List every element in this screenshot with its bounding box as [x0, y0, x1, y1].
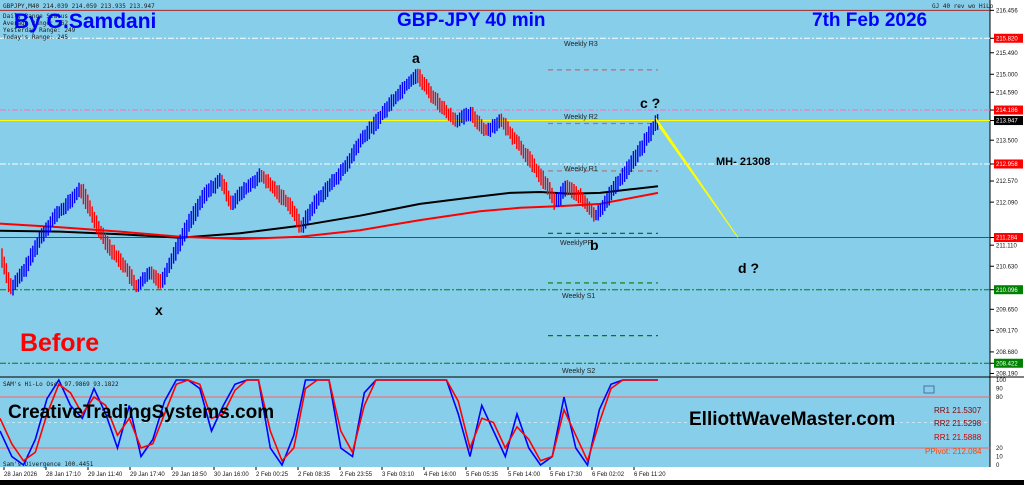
time-tick-label-2: 29 Jan 11:40	[88, 472, 123, 478]
price-badge-text-11: 211.284	[996, 236, 1018, 242]
oscillator-label: SAM's Hi-Lo Osc. 97.9869 93.1822	[3, 381, 119, 388]
oscillator-series-1	[0, 379, 658, 464]
price-badge-text-5: 214.186	[996, 108, 1018, 114]
time-tick-label-0: 28 Jan 2026	[4, 472, 38, 478]
indicator-tag: GJ 40 rev wo HiLo	[932, 3, 994, 10]
author-title: By G.Samdani	[14, 10, 156, 33]
mh-label: MH- 21308	[716, 156, 770, 168]
time-axis-ticks: 28 Jan 2026 28 Jan 17:10 29 Jan 11:40 29 Ja…	[3, 467, 666, 478]
time-tick-label-1: 28 Jan 17:10	[46, 472, 81, 478]
moving-average-line-0	[0, 185, 659, 239]
osc-tick-label-3: 20	[996, 446, 1003, 452]
osc-tick-label-5: 0	[996, 463, 1000, 469]
chart-title: GBP-JPY 40 min	[397, 10, 546, 31]
legend-icon	[923, 385, 935, 394]
time-tick-label-11: 5 Feb 05:35	[466, 472, 499, 478]
time-tick-label-4: 29 Jan 18:50	[172, 472, 207, 478]
price-tick-label-19: 208.190	[996, 372, 1018, 378]
time-tick-label-13: 5 Feb 17:30	[550, 472, 583, 478]
price-tick-label-2: 215.490	[996, 51, 1018, 57]
pivot-label-r3: Weekly R3	[564, 41, 598, 48]
time-axis-background	[0, 467, 990, 480]
price-badge-11	[994, 233, 1023, 243]
date-title: 7th Feb 2026	[812, 10, 927, 31]
info-line-4: Today's Range: 245	[3, 34, 68, 41]
pivot-label-pp: WeeklyPP	[560, 240, 592, 247]
price-badge-text-6: 213.947	[996, 119, 1018, 125]
info-line-1: Daily Range Status	[3, 13, 68, 20]
price-badge-8	[994, 159, 1023, 169]
time-tick-label-15: 6 Feb 11:20	[634, 472, 666, 478]
time-tick-label-12: 5 Feb 14:00	[508, 472, 541, 478]
before-label: Before	[20, 329, 99, 357]
divergence-label: Sam's Divergence 100.4451	[3, 461, 94, 468]
osc-tick-label-1: 90	[996, 387, 1003, 393]
time-tick-label-8: 2 Feb 23:55	[340, 472, 373, 478]
time-tick-label-6: 2 Feb 00:25	[256, 472, 289, 478]
price-tick-label-3: 215.000	[996, 72, 1018, 78]
main-plot-background	[0, 0, 990, 377]
osc-tick-label-4: 10	[996, 455, 1003, 461]
symbol-line: GBPJPY,M40 214.039 214.059 213.935 213.9…	[3, 3, 155, 10]
price-tick-label-4: 214.590	[996, 90, 1018, 96]
price-tick-label-17: 208.680	[996, 350, 1018, 356]
price-badge-18	[994, 358, 1023, 368]
info-line-2: Average Range: 262	[3, 20, 68, 27]
legend-level-rr3: RR1 21.5888	[934, 433, 982, 442]
price-tick-label-10: 212.090	[996, 200, 1018, 206]
pivot-label-r1: Weekly R1	[564, 166, 598, 173]
time-tick-label-10: 4 Feb 16:00	[424, 472, 457, 478]
forecast-wedge-shape	[655, 117, 739, 238]
wave-label-a: a	[412, 50, 420, 66]
moving-averages	[0, 185, 659, 241]
price-badge-text-1: 215.820	[996, 36, 1018, 42]
osc-tick-label-0: 100	[996, 378, 1007, 384]
price-tick-label-9: 212.570	[996, 179, 1018, 185]
pivot-label-r2: Weekly R2	[564, 114, 598, 121]
price-badge-text-8: 212.958	[996, 162, 1018, 168]
time-tick-label-9: 3 Feb 03:10	[382, 472, 415, 478]
horizontal-levels	[0, 9, 990, 364]
legend-level-pivot: PPivot: 212.084	[925, 447, 982, 456]
wave-label-x: x	[155, 302, 163, 318]
time-tick-label-7: 2 Feb 08:35	[298, 472, 331, 478]
price-axis-ticks: 216.456 215.820 215.490 215.000 214.590 214.1…	[990, 9, 1023, 378]
moving-average-line-1	[0, 191, 659, 241]
osc-tick-label-2: 80	[996, 395, 1003, 401]
price-tick-label-13: 210.630	[996, 264, 1018, 270]
price-tick-label-0: 216.456	[996, 9, 1018, 15]
price-tick-label-15: 209.650	[996, 308, 1018, 314]
brand-left: CreativeTradingSystems.com	[8, 402, 274, 423]
price-badge-6	[994, 116, 1023, 126]
price-badge-1	[994, 33, 1023, 43]
time-tick-label-3: 29 Jan 17:40	[130, 472, 165, 478]
legend-level-rr1: RR1 21.5307	[934, 406, 982, 415]
wave-label-d: d ?	[738, 260, 759, 276]
price-badge-text-18: 208.422	[996, 361, 1018, 367]
wave-label-c: c ?	[640, 95, 660, 111]
price-tick-label-7: 213.500	[996, 138, 1018, 144]
price-bars	[1, 68, 659, 296]
brand-right: ElliottWaveMaster.com	[689, 409, 895, 430]
forecast-wedge	[655, 117, 739, 238]
pivot-label-s1: Weekly S1	[562, 293, 595, 300]
legend-level-rr2: RR2 21.5298	[934, 419, 982, 428]
price-badge-14	[994, 285, 1023, 295]
price-badge-5	[994, 105, 1023, 115]
price-tick-label-12: 211.110	[996, 243, 1017, 249]
info-line-3: Yesterday Range: 249	[3, 27, 76, 34]
time-tick-label-5: 30 Jan 16:00	[214, 472, 249, 478]
oscillator-background	[0, 377, 990, 467]
price-badge-text-14: 210.096	[996, 288, 1018, 294]
pivot-label-s2: Weekly S2	[562, 368, 595, 375]
time-tick-label-14: 6 Feb 02:02	[592, 472, 625, 478]
wave-label-b: b	[590, 237, 599, 253]
pivot-levels	[548, 69, 658, 337]
price-tick-label-16: 209.170	[996, 329, 1018, 335]
